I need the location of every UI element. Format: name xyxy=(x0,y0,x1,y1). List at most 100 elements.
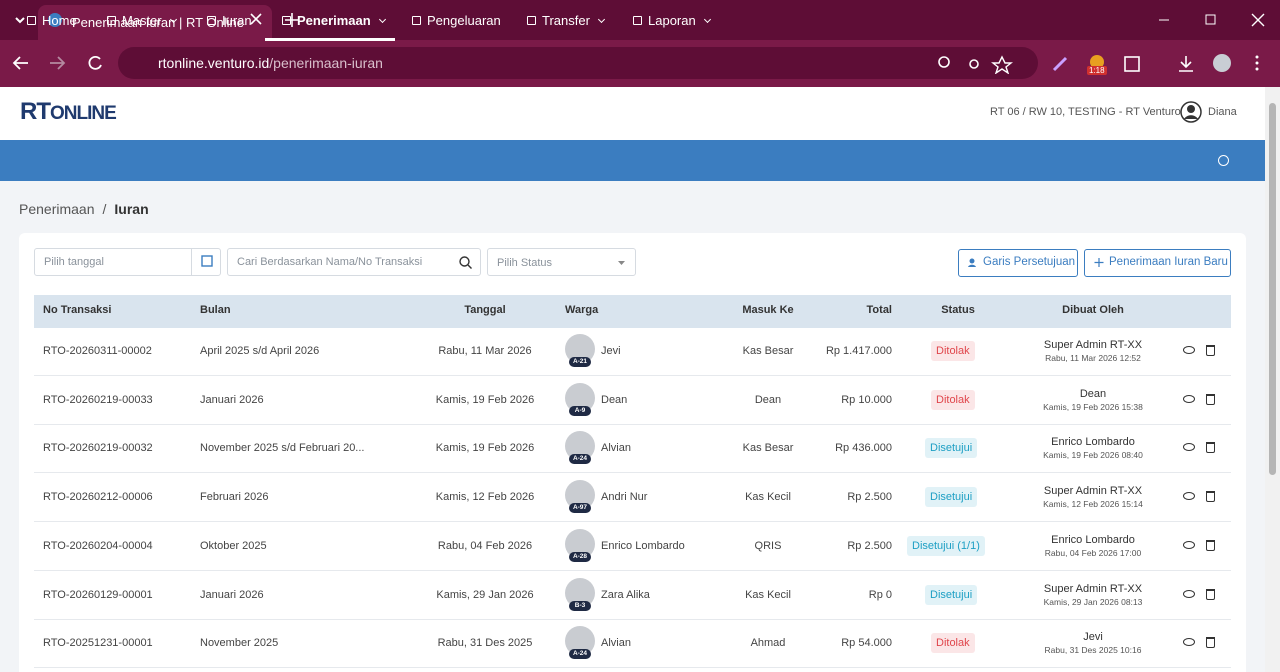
tab-icon xyxy=(48,13,62,27)
unit-badge: A-9 xyxy=(569,405,591,416)
address-bar[interactable]: rtonline.venturo.id/penerimaan-iuran xyxy=(118,47,1038,79)
created-by: Super Admin RT-XX xyxy=(1043,485,1143,498)
unit-badge: A-21 xyxy=(569,357,591,367)
transaction-no: RTO-20260212-00006 xyxy=(43,491,153,504)
view-button[interactable] xyxy=(1183,589,1195,598)
nav-caret xyxy=(703,15,711,24)
view-button[interactable] xyxy=(1183,346,1195,354)
delete-button[interactable] xyxy=(1206,588,1215,600)
nav-icon xyxy=(527,16,536,25)
nav-item[interactable]: Pengeluaran xyxy=(412,0,501,41)
user-avatar[interactable] xyxy=(1180,101,1202,123)
date: Kamis, 19 Feb 2026 xyxy=(435,393,535,406)
nav-item[interactable]: Home xyxy=(27,0,77,41)
nav-item[interactable]: Laporan xyxy=(633,0,711,41)
created-at: Kamis, 19 Feb 2026 08:40 xyxy=(1043,450,1143,461)
total: Rp 1.417.000 xyxy=(825,345,892,357)
transaction-no: RTO-20260204-00004 xyxy=(43,539,153,552)
nav-item[interactable]: Transfer xyxy=(527,0,605,41)
tab-close[interactable] xyxy=(250,13,262,25)
logo-rt: RT xyxy=(20,98,51,125)
created-by: Jevi xyxy=(1083,631,1103,644)
nav-item[interactable]: Master xyxy=(107,0,177,41)
status-badge: Disetujui xyxy=(925,584,978,605)
resident-avatar: A-9 xyxy=(565,382,595,416)
extension-badge: 1:18 xyxy=(1087,66,1107,75)
toolbar-icons[interactable] xyxy=(932,54,1262,74)
resident-name: Dean xyxy=(601,393,628,406)
nav-item[interactable]: Iuran xyxy=(207,0,252,41)
nav-icon xyxy=(207,16,216,25)
delete-button[interactable] xyxy=(1206,442,1215,454)
resident-name: Andri Nur xyxy=(601,491,648,504)
view-button[interactable] xyxy=(1183,394,1195,403)
new-tab[interactable] xyxy=(285,13,299,27)
date: Rabu, 04 Feb 2026 xyxy=(437,539,533,552)
url-path: /penerimaan-iuran xyxy=(269,55,383,71)
created-at: Rabu, 31 Des 2025 10:16 xyxy=(1044,645,1142,656)
nav-bar xyxy=(0,140,1265,181)
delete-button[interactable] xyxy=(1206,393,1215,405)
date: Kamis, 29 Jan 2026 xyxy=(436,588,534,601)
resident-avatar: B-3 xyxy=(565,577,595,611)
user-name[interactable]: Diana xyxy=(1208,106,1237,118)
total: Rp 10.000 xyxy=(841,393,892,406)
total: Rp 436.000 xyxy=(835,442,892,455)
created-at: Kamis, 29 Jan 2026 08:13 xyxy=(1043,596,1143,607)
new-button[interactable]: Penerimaan Iuran Baru xyxy=(1084,249,1231,277)
date-input[interactable]: Pilih tanggal xyxy=(34,248,221,276)
nav-label: Home xyxy=(42,13,77,28)
created-at: Rabu, 04 Feb 2026 17:00 xyxy=(1044,547,1142,558)
status-badge: Ditolak xyxy=(931,341,975,361)
approval-button[interactable]: Garis Persetujuan xyxy=(958,249,1078,277)
view-button[interactable] xyxy=(1183,540,1195,549)
total: Rp 54.000 xyxy=(841,637,892,650)
month: November 2025 xyxy=(200,637,279,650)
created-by: Dean xyxy=(1079,387,1107,400)
column-header: Dibuat Oleh xyxy=(1062,304,1124,316)
breadcrumb-parent[interactable]: Penerimaan xyxy=(19,201,95,217)
view-button[interactable] xyxy=(1183,492,1195,501)
delete-button[interactable] xyxy=(1206,345,1215,356)
delete-button[interactable] xyxy=(1206,539,1215,551)
status-badge: Ditolak xyxy=(931,389,975,410)
resident-avatar: A-24 xyxy=(565,431,595,465)
column-header: No Transaksi xyxy=(43,304,112,316)
created-at: Kamis, 19 Feb 2026 15:38 xyxy=(1043,401,1143,412)
view-button[interactable] xyxy=(1183,638,1195,647)
status-select[interactable]: Pilih Status xyxy=(487,248,636,276)
date: Kamis, 19 Feb 2026 xyxy=(435,442,535,455)
date-icon[interactable] xyxy=(191,248,221,276)
delete-button[interactable] xyxy=(1206,491,1215,503)
logo: RTONLINE xyxy=(20,98,117,126)
delete-button[interactable] xyxy=(1206,637,1215,649)
nav-buttons[interactable] xyxy=(12,54,107,72)
created-by: Enrico Lombardo xyxy=(1051,533,1135,546)
account: QRIS xyxy=(754,539,782,552)
nav-label: Laporan xyxy=(648,13,696,28)
nav-item[interactable]: Penerimaan xyxy=(265,0,395,41)
view-button[interactable] xyxy=(1183,443,1195,452)
nav-caret xyxy=(378,15,386,24)
nav-icon xyxy=(633,16,642,25)
transaction-no: RTO-20260311-00002 xyxy=(43,345,152,357)
created-at: Rabu, 11 Mar 2026 12:52 xyxy=(1045,353,1141,363)
status-badge: Disetujui xyxy=(925,438,978,459)
unit-badge: A-28 xyxy=(569,551,591,562)
nav-label: Penerimaan xyxy=(297,13,371,28)
row-divider xyxy=(34,472,1231,474)
resident-name: Jevi xyxy=(601,345,621,357)
account: Kas Kecil xyxy=(745,491,791,504)
nav-icon xyxy=(107,16,116,25)
search-input[interactable]: Cari Berdasarkan Nama/No Transaksi xyxy=(227,248,481,276)
created-by: Enrico Lombardo xyxy=(1051,436,1135,449)
date: Rabu, 31 Des 2025 xyxy=(437,637,533,650)
settings-icon[interactable] xyxy=(1218,155,1229,166)
nav-caret xyxy=(169,15,177,24)
tab-menu[interactable] xyxy=(14,14,26,26)
resident-name: Enrico Lombardo xyxy=(601,539,685,552)
window-controls[interactable] xyxy=(1158,12,1268,28)
status-badge: Ditolak xyxy=(931,633,975,654)
scrollbar[interactable] xyxy=(1265,87,1280,672)
account: Kas Besar xyxy=(742,442,794,455)
